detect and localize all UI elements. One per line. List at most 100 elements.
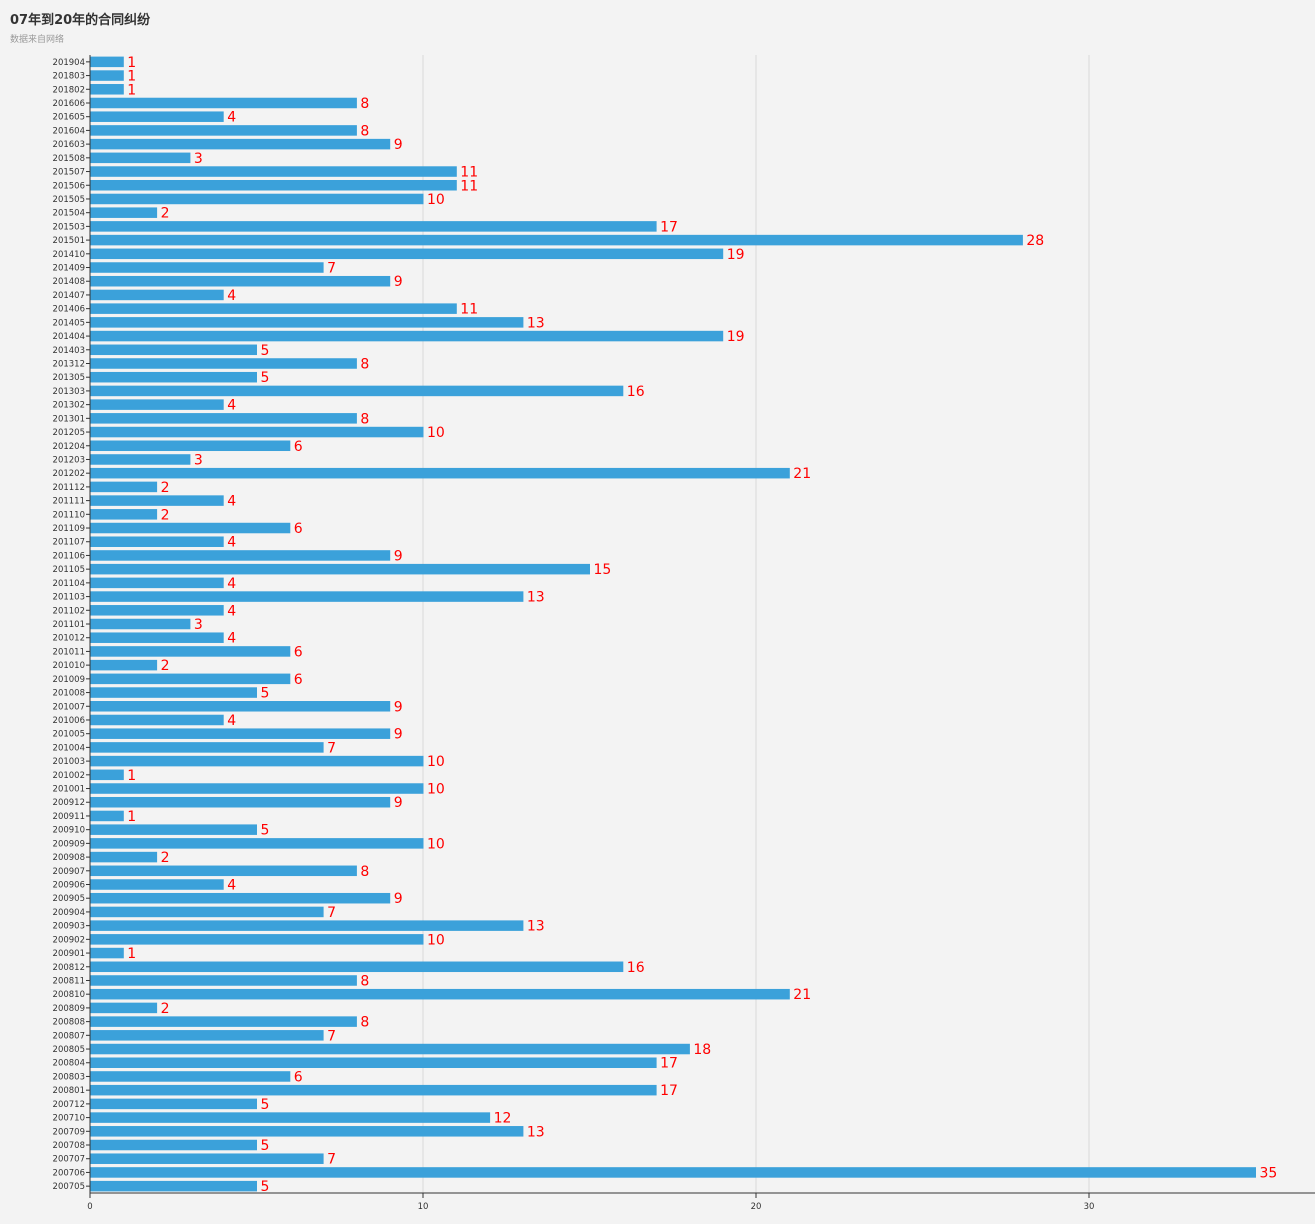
category-label: 201507: [53, 168, 85, 178]
category-label: 200707: [53, 1155, 85, 1165]
data-label: 2: [161, 1001, 170, 1017]
data-label: 6: [294, 644, 303, 660]
bar: [90, 838, 424, 849]
bar: [90, 248, 724, 260]
category-label: 201111: [53, 497, 85, 507]
category-label: 201002: [53, 771, 85, 781]
data-label: 11: [460, 178, 478, 194]
category-label: 201105: [53, 565, 85, 575]
bar: [90, 755, 424, 767]
category-label: 201006: [53, 716, 85, 726]
category-label: 201406: [53, 305, 85, 315]
category-label: 201505: [53, 195, 85, 205]
data-label: 8: [360, 1015, 369, 1031]
data-label: 1: [127, 82, 136, 98]
bar: [90, 892, 391, 904]
data-label: 9: [394, 548, 403, 564]
category-label: 201302: [53, 401, 85, 411]
bar: [90, 125, 357, 136]
category-label: 200905: [53, 894, 85, 904]
bar: [90, 358, 357, 369]
category-label: 201103: [53, 593, 85, 603]
bar: [90, 947, 124, 959]
category-label: 201606: [53, 99, 85, 109]
category-label: 200712: [53, 1100, 85, 1110]
data-label: 1: [127, 768, 136, 784]
bar: [90, 413, 357, 424]
category-label: 200910: [53, 826, 85, 836]
bar: [90, 687, 257, 698]
category-label: 200909: [53, 839, 85, 849]
category-label: 200906: [53, 881, 85, 891]
data-label: 5: [261, 343, 270, 359]
bar: [90, 179, 457, 191]
bar: [90, 1153, 324, 1164]
bar: [90, 56, 124, 68]
data-label: 4: [227, 576, 236, 592]
bar: [90, 1030, 324, 1041]
data-label: 13: [527, 919, 545, 935]
bar: [90, 1071, 291, 1082]
data-label: 4: [227, 110, 236, 126]
data-label: 4: [227, 631, 236, 647]
data-label: 17: [660, 219, 678, 235]
data-label: 9: [394, 137, 403, 153]
bar: [90, 563, 590, 575]
bar: [90, 1016, 357, 1027]
category-label: 201109: [53, 524, 85, 534]
bar: [90, 289, 224, 301]
category-label: 201506: [53, 181, 85, 191]
data-label: 9: [394, 274, 403, 290]
category-label: 200807: [53, 1031, 85, 1041]
category-label: 201008: [53, 689, 85, 699]
category-label: 200805: [53, 1045, 85, 1055]
bar: [90, 207, 158, 218]
data-label: 4: [227, 494, 236, 510]
bar: [90, 879, 224, 890]
data-label: 12: [494, 1111, 512, 1127]
category-label: 200907: [53, 867, 85, 877]
category-label: 200912: [53, 798, 85, 808]
category-label: 201009: [53, 675, 85, 685]
bar: [90, 1098, 257, 1110]
data-label: 13: [527, 1124, 545, 1140]
category-label: 200908: [53, 853, 85, 863]
data-label: 2: [161, 850, 170, 866]
category-label: 201202: [53, 469, 85, 479]
data-label: 2: [161, 206, 170, 222]
bar: [90, 522, 291, 534]
bar: [90, 371, 257, 383]
category-label: 201504: [53, 209, 85, 219]
data-label: 6: [294, 439, 303, 455]
bar: [90, 344, 257, 356]
data-label: 2: [161, 507, 170, 523]
bar: [90, 810, 124, 822]
bar: [90, 1139, 257, 1151]
data-label: 3: [194, 151, 203, 167]
data-label: 8: [360, 973, 369, 989]
bar: [90, 467, 790, 479]
category-label: 201102: [53, 606, 85, 616]
category-label: 201603: [53, 140, 85, 150]
category-label: 200804: [53, 1059, 85, 1069]
data-label: 4: [227, 878, 236, 894]
bar: [90, 440, 291, 452]
data-label: 10: [427, 782, 445, 798]
bar: [90, 1057, 657, 1069]
category-label: 201301: [53, 414, 85, 424]
bar: [90, 673, 291, 685]
x-tick-label: 30: [1084, 1202, 1095, 1212]
data-label: 5: [261, 1179, 270, 1195]
category-label: 201005: [53, 730, 85, 740]
bar: [90, 262, 324, 273]
bar: [90, 920, 524, 931]
category-label: 201007: [53, 702, 85, 712]
category-label: 201101: [53, 620, 85, 630]
data-label: 8: [360, 864, 369, 880]
category-label: 200809: [53, 1004, 85, 1014]
bar: [90, 550, 391, 561]
bar: [90, 454, 191, 465]
category-label: 201001: [53, 785, 85, 795]
category-label: 201112: [53, 483, 85, 493]
category-label: 201106: [53, 551, 85, 561]
